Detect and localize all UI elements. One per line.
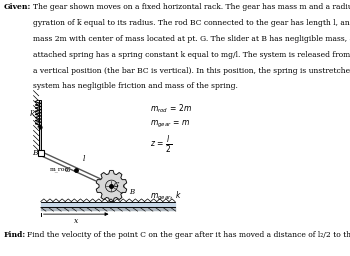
- Bar: [39, 100, 41, 154]
- Text: x: x: [74, 217, 78, 225]
- Text: gyration of k̅ equal to its radius. The rod BC connected to the gear has length : gyration of k̅ equal to its radius. The …: [33, 19, 350, 27]
- Text: attached spring has a spring constant k equal to mg/l. The system is released fr: attached spring has a spring constant k …: [33, 51, 350, 59]
- Text: a vertical position (the bar BC is vertical). In this position, the spring is un: a vertical position (the bar BC is verti…: [33, 67, 350, 74]
- Text: Find the velocity of the point C on the gear after it has moved a distance of l₂: Find the velocity of the point C on the …: [27, 231, 350, 239]
- Text: B: B: [32, 150, 38, 157]
- Text: $m_{rod}$$\,=\,$$2m$: $m_{rod}$$\,=\,$$2m$: [150, 103, 192, 115]
- Text: The gear shown moves on a fixed horizontal rack. The gear has mass m and a radiu: The gear shown moves on a fixed horizont…: [33, 3, 350, 11]
- Text: $z\,=\,\dfrac{l_{\,}}{2}$: $z\,=\,\dfrac{l_{\,}}{2}$: [150, 133, 173, 155]
- Text: k: k: [29, 110, 34, 118]
- Text: C: C: [114, 181, 119, 189]
- Text: G: G: [64, 166, 70, 174]
- Text: Given:: Given:: [4, 3, 31, 11]
- Text: $m_{gear}$$,\;k$: $m_{gear}$$,\;k$: [150, 190, 183, 203]
- Text: B: B: [129, 188, 134, 196]
- Text: $m_{gear}$$\,=\,$$m$: $m_{gear}$$\,=\,$$m$: [150, 119, 191, 130]
- Polygon shape: [96, 170, 127, 201]
- Text: mass 2m with center of mass located at pt. G. The slider at B has negligible mas: mass 2m with center of mass located at p…: [33, 35, 350, 43]
- Text: system has negligible friction and mass of the spring.: system has negligible friction and mass …: [33, 82, 238, 90]
- Text: m_rod: m_rod: [49, 166, 69, 172]
- Text: l: l: [82, 155, 85, 163]
- Text: Find:: Find:: [4, 231, 26, 239]
